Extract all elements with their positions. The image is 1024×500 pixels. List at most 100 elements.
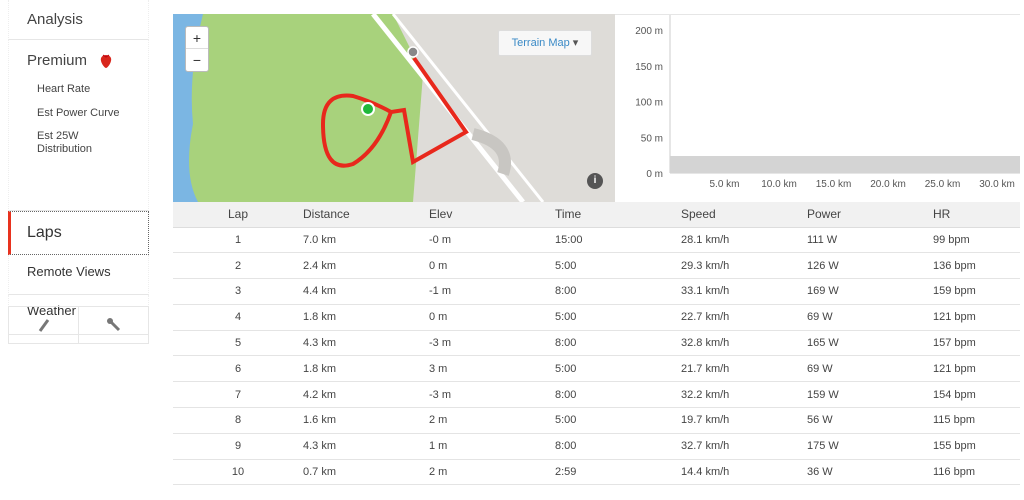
- table-cell: 21.7 km/h: [681, 355, 807, 383]
- zoom-out-button[interactable]: −: [192, 52, 202, 68]
- edit-button[interactable]: [9, 307, 79, 343]
- label: Remote Views: [27, 264, 111, 279]
- table-row[interactable]: 9 4.3 km 1 m 8:00 32.7 km/h 175 W 155 bpm: [173, 433, 1020, 460]
- table-cell: 22.7 km/h: [681, 304, 807, 331]
- sidebar-item-est-power-curve[interactable]: Est Power Curve: [37, 107, 120, 119]
- table-cell: 159 W: [807, 381, 933, 409]
- table-cell: 175 W: [807, 433, 933, 460]
- table-cell: 4.4 km: [303, 278, 429, 305]
- sidebar-section-premium: Premium Heart Rate Est Power Curve Est 2…: [8, 40, 149, 211]
- table-cell: 69 W: [807, 355, 933, 383]
- table-cell: 32.2 km/h: [681, 381, 807, 409]
- table-cell: 8:00: [555, 278, 681, 305]
- table-cell: 14.4 km/h: [681, 459, 807, 486]
- table-row[interactable]: 3 4.4 km -1 m 8:00 33.1 km/h 169 W 159 bpm: [173, 278, 1020, 305]
- laps-table: Lap Distance Elev Time Speed Power HR 1 7.0 km -…: [173, 202, 1020, 486]
- y-tick-label: 100 m: [635, 98, 663, 109]
- table-cell: 8:00: [555, 330, 681, 357]
- sidebar-item-est-25w-distribution[interactable]: Est 25W Distribution: [37, 130, 93, 155]
- table-cell: 4.2 km: [303, 381, 429, 409]
- table-cell: 0 m: [429, 304, 555, 331]
- sidebar-item-premium[interactable]: Premium: [9, 40, 148, 69]
- sidebar: Analysis Premium Heart Rate Est Power Cu…: [8, 0, 149, 335]
- table-cell: 4.3 km: [303, 433, 429, 460]
- table-cell: 2 m: [429, 407, 555, 434]
- x-tick-label: 30.0 km: [979, 179, 1015, 190]
- table-cell: 69 W: [807, 304, 933, 331]
- table-cell: 1.6 km: [303, 407, 429, 434]
- wrench-icon: [106, 318, 120, 332]
- table-cell: 5: [173, 330, 303, 357]
- sidebar-item-heart-rate[interactable]: Heart Rate: [37, 83, 91, 95]
- column-header[interactable]: Elev: [429, 202, 555, 228]
- y-tick-label: 200 m: [635, 26, 663, 37]
- column-header[interactable]: Power: [807, 202, 933, 228]
- info-button[interactable]: i: [587, 173, 603, 189]
- label: Terrain Map: [511, 37, 570, 49]
- table-cell: 19.7 km/h: [681, 407, 807, 434]
- table-cell: 29.3 km/h: [681, 252, 807, 280]
- sidebar-item-remote-views[interactable]: Remote Views: [8, 255, 149, 295]
- table-cell: -1 m: [429, 278, 555, 305]
- table-cell: -3 m: [429, 381, 555, 409]
- label: Laps: [27, 224, 62, 241]
- table-row[interactable]: 7 4.2 km -3 m 8:00 32.2 km/h 159 W 154 bpm: [173, 381, 1020, 409]
- caret-down-icon: ▾: [572, 37, 579, 49]
- table-cell: 32.8 km/h: [681, 330, 807, 357]
- table-cell: 157 bpm: [933, 330, 1020, 357]
- table-cell: 99 bpm: [933, 227, 1020, 254]
- route-map[interactable]: + − Terrain Map ▾ i: [173, 14, 615, 202]
- strawberry-icon: [100, 54, 112, 68]
- table-row[interactable]: 5 4.3 km -3 m 8:00 32.8 km/h 165 W 157 bpm: [173, 330, 1020, 357]
- table-cell: 56 W: [807, 407, 933, 434]
- table-row[interactable]: 1 7.0 km -0 m 15:00 28.1 km/h 111 W 99 bpm: [173, 227, 1020, 254]
- table-row[interactable]: 8 1.6 km 2 m 5:00 19.7 km/h 56 W 115 bpm: [173, 407, 1020, 434]
- y-tick-label: 50 m: [641, 133, 663, 144]
- x-tick-label: 5.0 km: [709, 179, 739, 190]
- zoom-control: + −: [185, 26, 209, 72]
- table-row[interactable]: 4 1.8 km 0 m 5:00 22.7 km/h 69 W 121 bpm: [173, 304, 1020, 331]
- column-header[interactable]: HR: [933, 202, 1020, 228]
- table-cell: 5:00: [555, 252, 681, 280]
- start-marker: [361, 102, 375, 116]
- table-cell: 3 m: [429, 355, 555, 383]
- table-cell: 3: [173, 278, 303, 305]
- label: Analysis: [27, 11, 83, 28]
- table-row[interactable]: 6 1.8 km 3 m 5:00 21.7 km/h 69 W 121 bpm: [173, 355, 1020, 383]
- table-cell: 1.8 km: [303, 355, 429, 383]
- table-cell: 9: [173, 433, 303, 460]
- table-cell: 169 W: [807, 278, 933, 305]
- table-row[interactable]: 10 0.7 km 2 m 2:59 14.4 km/h 36 W 116 bpm: [173, 459, 1020, 486]
- table-cell: 0.7 km: [303, 459, 429, 486]
- table-cell: 159 bpm: [933, 278, 1020, 305]
- y-tick-label: 150 m: [635, 62, 663, 73]
- table-cell: 1: [173, 227, 303, 254]
- column-header[interactable]: Speed: [681, 202, 807, 228]
- column-header[interactable]: Lap: [173, 202, 303, 228]
- table-cell: -0 m: [429, 227, 555, 254]
- table-cell: 8: [173, 407, 303, 434]
- table-cell: 10: [173, 459, 303, 486]
- settings-button[interactable]: [79, 307, 148, 343]
- table-row[interactable]: 2 2.4 km 0 m 5:00 29.3 km/h 126 W 136 bpm: [173, 252, 1020, 280]
- x-tick-label: 25.0 km: [925, 179, 961, 190]
- sidebar-item-analysis[interactable]: Analysis: [8, 0, 149, 40]
- map-layer-dropdown[interactable]: Terrain Map ▾: [498, 30, 592, 56]
- table-cell: 116 bpm: [933, 459, 1020, 486]
- table-cell: 5:00: [555, 355, 681, 383]
- pencil-icon: [38, 319, 49, 332]
- sidebar-item-laps[interactable]: Laps: [8, 211, 149, 255]
- zoom-in-button[interactable]: +: [186, 27, 208, 49]
- table-cell: 136 bpm: [933, 252, 1020, 280]
- y-tick-label: 0 m: [646, 169, 663, 180]
- column-header[interactable]: Distance: [303, 202, 429, 228]
- x-tick-label: 15.0 km: [816, 179, 852, 190]
- table-cell: 5:00: [555, 407, 681, 434]
- table-cell: 1 m: [429, 433, 555, 460]
- table-cell: 5:00: [555, 304, 681, 331]
- table-cell: 2.4 km: [303, 252, 429, 280]
- finish-marker: [407, 46, 419, 58]
- table-cell: 7: [173, 381, 303, 409]
- column-header[interactable]: Time: [555, 202, 681, 228]
- table-cell: 32.7 km/h: [681, 433, 807, 460]
